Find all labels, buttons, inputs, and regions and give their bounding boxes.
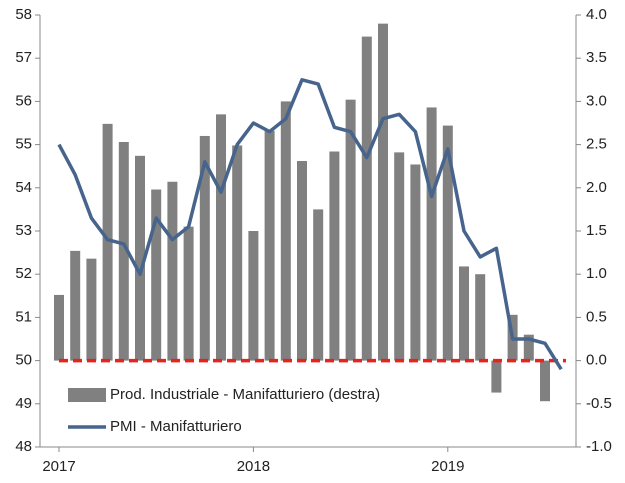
- y2-tick-label: 3.0: [586, 92, 607, 109]
- bar: [183, 226, 194, 361]
- x-tick-label: 2019: [431, 458, 464, 475]
- legend-swatch: [68, 388, 106, 402]
- bar: [394, 152, 405, 361]
- y2-tick-label: 4.0: [586, 6, 607, 23]
- bar: [102, 123, 113, 361]
- bar: [313, 209, 324, 361]
- y2-tick-label: -1.0: [586, 438, 612, 455]
- y-tick-label: 54: [15, 179, 32, 196]
- y-tick-label: 49: [15, 395, 32, 412]
- y2-tick-label: 2.5: [586, 136, 607, 153]
- bar: [361, 36, 372, 361]
- legend-label: PMI - Manifatturiero: [110, 418, 242, 435]
- bar: [248, 231, 259, 361]
- bar: [264, 130, 275, 361]
- x-tick-label: 2018: [237, 458, 270, 475]
- bar: [280, 101, 291, 361]
- bar: [70, 250, 81, 361]
- y-tick-label: 52: [15, 265, 32, 282]
- legend-label: Prod. Industriale - Manifatturiero (dest…: [110, 386, 380, 403]
- bar: [442, 125, 453, 361]
- bar: [297, 161, 307, 361]
- x-tick-label: 2017: [42, 458, 75, 475]
- bar: [475, 274, 486, 361]
- bar: [151, 189, 162, 361]
- bar: [199, 135, 210, 361]
- y-tick-label: 53: [15, 222, 32, 239]
- y2-tick-label: 0.5: [586, 308, 607, 325]
- y2-tick-label: 1.0: [586, 265, 607, 282]
- bar: [232, 145, 243, 361]
- y-tick-label: 55: [15, 136, 32, 153]
- y-tick-label: 58: [15, 6, 32, 23]
- bar: [216, 114, 226, 361]
- bar: [86, 258, 97, 361]
- bar: [378, 23, 388, 361]
- bar: [329, 151, 340, 361]
- bar: [167, 181, 178, 361]
- y2-tick-label: -0.5: [586, 395, 612, 412]
- bar: [540, 360, 550, 402]
- bar: [459, 266, 469, 361]
- bar: [426, 107, 437, 361]
- line: [57, 78, 563, 371]
- y-tick-label: 57: [15, 49, 32, 66]
- bar: [135, 155, 145, 361]
- bar: [118, 142, 129, 361]
- y-tick-label: 50: [15, 352, 32, 369]
- bar: [345, 99, 356, 361]
- y-tick-label: 56: [15, 92, 32, 109]
- bar: [523, 334, 534, 361]
- bar: [410, 164, 421, 361]
- bar: [491, 360, 502, 393]
- y2-tick-label: 1.5: [586, 222, 607, 239]
- bar: [54, 294, 64, 361]
- y-tick-label: 51: [15, 308, 32, 325]
- y-tick-label: 48: [15, 438, 32, 455]
- y2-tick-label: 3.5: [586, 49, 607, 66]
- y2-tick-label: 2.0: [586, 179, 607, 196]
- y2-tick-label: 0.0: [586, 352, 607, 369]
